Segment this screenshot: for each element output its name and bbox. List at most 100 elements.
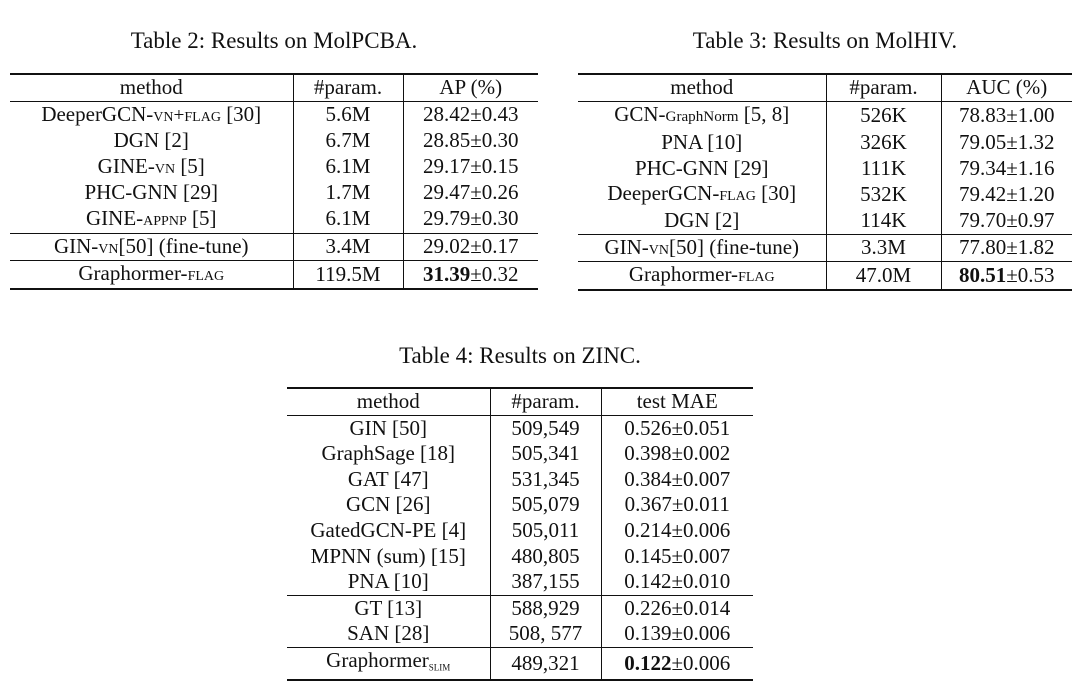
table4-caption: Table 4: Results on ZINC. xyxy=(399,343,641,368)
method-text: GraphSage [18] xyxy=(321,441,456,466)
metric-cell: 29.47±0.26 xyxy=(402,180,538,206)
param-cell: 3.4M xyxy=(292,232,403,261)
param-cell: 3.3M xyxy=(825,233,941,262)
method-text: GIN [50] xyxy=(349,415,428,440)
table-row: PNA [10] 326K 79.05±1.32 xyxy=(578,130,1072,156)
param-cell: 6.1M xyxy=(292,205,403,234)
metric-cell: 0.367±0.011 xyxy=(600,492,753,518)
method-text: GIN- xyxy=(604,234,649,259)
param-cell: 5.6M xyxy=(292,100,403,129)
method-cell: GINE-vn [5] xyxy=(10,154,293,181)
table4-block: Table 4: Results on ZINC. method #param.… xyxy=(287,343,753,693)
method-cell: Graphormer-flag xyxy=(10,260,293,290)
method-cell: PHC-GNN [29] xyxy=(578,156,826,182)
param-cell: 489,321 xyxy=(489,646,601,681)
method-text: Graphormer xyxy=(326,647,429,672)
param-cell: 508, 577 xyxy=(489,621,601,648)
method-text: [5, 8] xyxy=(738,101,790,126)
method-text: vn xyxy=(98,236,119,258)
table-row: GCN [26] 505,079 0.367±0.011 xyxy=(287,492,753,518)
method-text: vn xyxy=(648,237,670,259)
method-text: [5] xyxy=(186,205,217,230)
metric-cell: 29.79±0.30 xyxy=(402,205,538,234)
table-row: GINE-appnp [5] 6.1M 29.79±0.30 xyxy=(10,205,538,234)
table-row: PHC-GNN [29] 1.7M 29.47±0.26 xyxy=(10,180,538,206)
table-row: Graphormer-flag 119.5M 31.39±0.32 xyxy=(10,260,538,290)
table-row: MPNN (sum) [15] 480,805 0.145±0.007 xyxy=(287,543,753,570)
method-cell: MPNN (sum) [15] xyxy=(287,544,490,570)
method-text: DGN [2] xyxy=(664,207,740,232)
metric-cell: 0.526±0.051 xyxy=(600,414,753,442)
table3-block: Table 3: Results on MolHIV. method #para… xyxy=(578,28,1072,298)
metric-cell: 0.398±0.002 xyxy=(600,441,753,467)
table-row: DGN [2] 114K 79.70±0.97 xyxy=(578,207,1072,235)
table-row: GT [13] 588,929 0.226±0.014 xyxy=(287,594,753,622)
metric-cell: 0.214±0.006 xyxy=(600,517,753,544)
param-cell: 531,345 xyxy=(489,466,601,493)
method-cell: Graphormerslim xyxy=(287,646,490,681)
method-cell: GraphSage [18] xyxy=(287,441,490,467)
metric-cell: 28.42±0.43 xyxy=(402,100,538,129)
method-text: vn+flag xyxy=(153,104,221,126)
metric-cell: 79.42±1.20 xyxy=(940,181,1072,208)
method-cell: GAT [47] xyxy=(287,467,490,493)
method-text: MPNN (sum) [15] xyxy=(310,543,466,568)
table4-header-row: method #param. test MAE xyxy=(287,386,753,416)
method-text: [5] xyxy=(175,153,205,178)
param-cell: 505,079 xyxy=(489,492,601,518)
table3-caption: Table 3: Results on MolHIV. xyxy=(692,28,958,53)
table2-caption: Table 2: Results on MolPCBA. xyxy=(130,28,418,53)
metric-cell: 0.226±0.014 xyxy=(600,594,753,622)
method-text: slim xyxy=(428,658,451,674)
metric-cell: 0.142±0.010 xyxy=(600,569,753,596)
metric-cell: 28.85±0.30 xyxy=(402,128,538,154)
table4-header-param: #param. xyxy=(489,386,601,416)
table4-body: GIN [50] 509,549 0.526±0.051 GraphSage [18]… xyxy=(287,414,753,681)
best-score: 80.51 xyxy=(958,262,1007,287)
method-cell: DGN [2] xyxy=(578,208,826,234)
method-text: [30] xyxy=(220,101,262,126)
table-row: GAT [47] 531,345 0.384±0.007 xyxy=(287,466,753,493)
method-cell: SAN [28] xyxy=(287,621,490,647)
param-cell: 326K xyxy=(825,130,941,156)
table2-header-row: method #param. AP (%) xyxy=(10,72,538,102)
best-score: 31.39 xyxy=(422,261,471,286)
method-text: DGN [2] xyxy=(113,128,189,153)
table-row: GIN-vn[50] (fine-tune) 3.3M 77.80±1.82 xyxy=(578,233,1072,262)
table2-header-method: method xyxy=(10,72,293,102)
method-cell: GIN [50] xyxy=(287,414,490,442)
metric-cell: 31.39±0.32 xyxy=(402,260,538,290)
metric-cell: 0.122±0.006 xyxy=(600,646,753,681)
method-cell: GatedGCN-PE [4] xyxy=(287,518,490,544)
method-text: GCN- xyxy=(614,101,666,126)
table2-block: Table 2: Results on MolPCBA. method #par… xyxy=(10,28,538,298)
param-cell: 111K xyxy=(825,155,941,182)
metric-cell: 80.51±0.53 xyxy=(940,261,1072,291)
table-row: SAN [28] 508, 577 0.139±0.006 xyxy=(287,621,753,648)
best-score: 0.122 xyxy=(624,650,672,675)
method-text: SAN [28] xyxy=(347,621,430,646)
table-row: GINE-vn [5] 6.1M 29.17±0.15 xyxy=(10,153,538,181)
metric-cell: 0.145±0.007 xyxy=(600,543,753,570)
table3: method #param. AUC (%) GCN-GraphNorm [5,… xyxy=(578,72,1072,291)
method-cell: GT [13] xyxy=(287,594,490,622)
table3-body: GCN-GraphNorm [5, 8] 526K 78.83±1.00 PNA [1… xyxy=(578,100,1072,291)
score-std: ±0.53 xyxy=(1006,262,1055,287)
table4-header-method: method xyxy=(287,386,490,416)
method-text: GCN [26] xyxy=(345,492,431,517)
table-row: DGN [2] 6.7M 28.85±0.30 xyxy=(10,128,538,154)
param-cell: 480,805 xyxy=(489,543,601,570)
table4: method #param. test MAE GIN [50] 509,549 0… xyxy=(287,386,753,681)
method-text: flag xyxy=(187,264,225,286)
method-text: GINE- xyxy=(86,205,144,230)
table-row: GraphSage [18] 505,341 0.398±0.002 xyxy=(287,441,753,467)
method-text: Graphormer- xyxy=(78,261,188,286)
method-cell: PHC-GNN [29] xyxy=(10,180,293,206)
method-text: GraphNorm xyxy=(665,108,739,125)
table2-body: DeeperGCN-vn+flag [30] 5.6M 28.42±0.43 DGN … xyxy=(10,100,538,290)
method-text: GIN- xyxy=(53,233,99,258)
method-text: GatedGCN-PE [4] xyxy=(310,517,467,542)
method-text: [30] xyxy=(755,181,797,206)
method-text: DeeperGCN- xyxy=(41,101,154,126)
metric-cell: 79.05±1.32 xyxy=(940,130,1072,156)
